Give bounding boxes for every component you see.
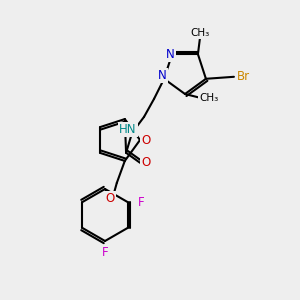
Text: F: F	[138, 196, 145, 208]
Text: O: O	[142, 156, 151, 169]
Text: O: O	[141, 134, 151, 146]
Text: N: N	[158, 69, 167, 82]
Text: Br: Br	[237, 70, 250, 83]
Text: N: N	[166, 48, 174, 61]
Text: CH₃: CH₃	[190, 28, 210, 38]
Text: O: O	[105, 192, 114, 206]
Text: CH₃: CH₃	[200, 93, 219, 103]
Text: HN: HN	[119, 123, 137, 136]
Text: F: F	[102, 247, 108, 260]
